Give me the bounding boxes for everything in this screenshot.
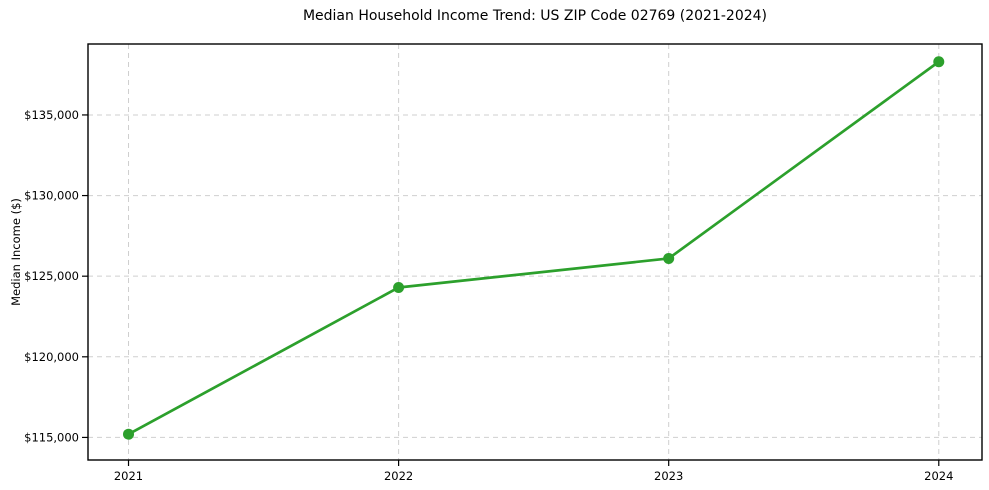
x-tick-label: 2023 (654, 469, 683, 483)
trend-line (127, 60, 941, 436)
x-tick-label: 2021 (114, 469, 143, 483)
data-point-2022 (393, 281, 405, 293)
y-tick-label: $120,000 (24, 350, 79, 364)
plot-border (87, 43, 983, 461)
data-point-2024 (933, 56, 945, 68)
y-tick-label: $130,000 (24, 189, 79, 203)
x-tick-label: 2024 (924, 469, 953, 483)
x-tick-label: 2022 (384, 469, 413, 483)
y-tick-label: $125,000 (24, 269, 79, 283)
data-point-2021 (123, 428, 135, 440)
y-tick-label: $115,000 (24, 430, 79, 444)
data-point-2023 (663, 252, 675, 264)
chart-title: Median Household Income Trend: US ZIP Co… (302, 8, 768, 24)
y-tick-label: $135,000 (24, 108, 79, 122)
